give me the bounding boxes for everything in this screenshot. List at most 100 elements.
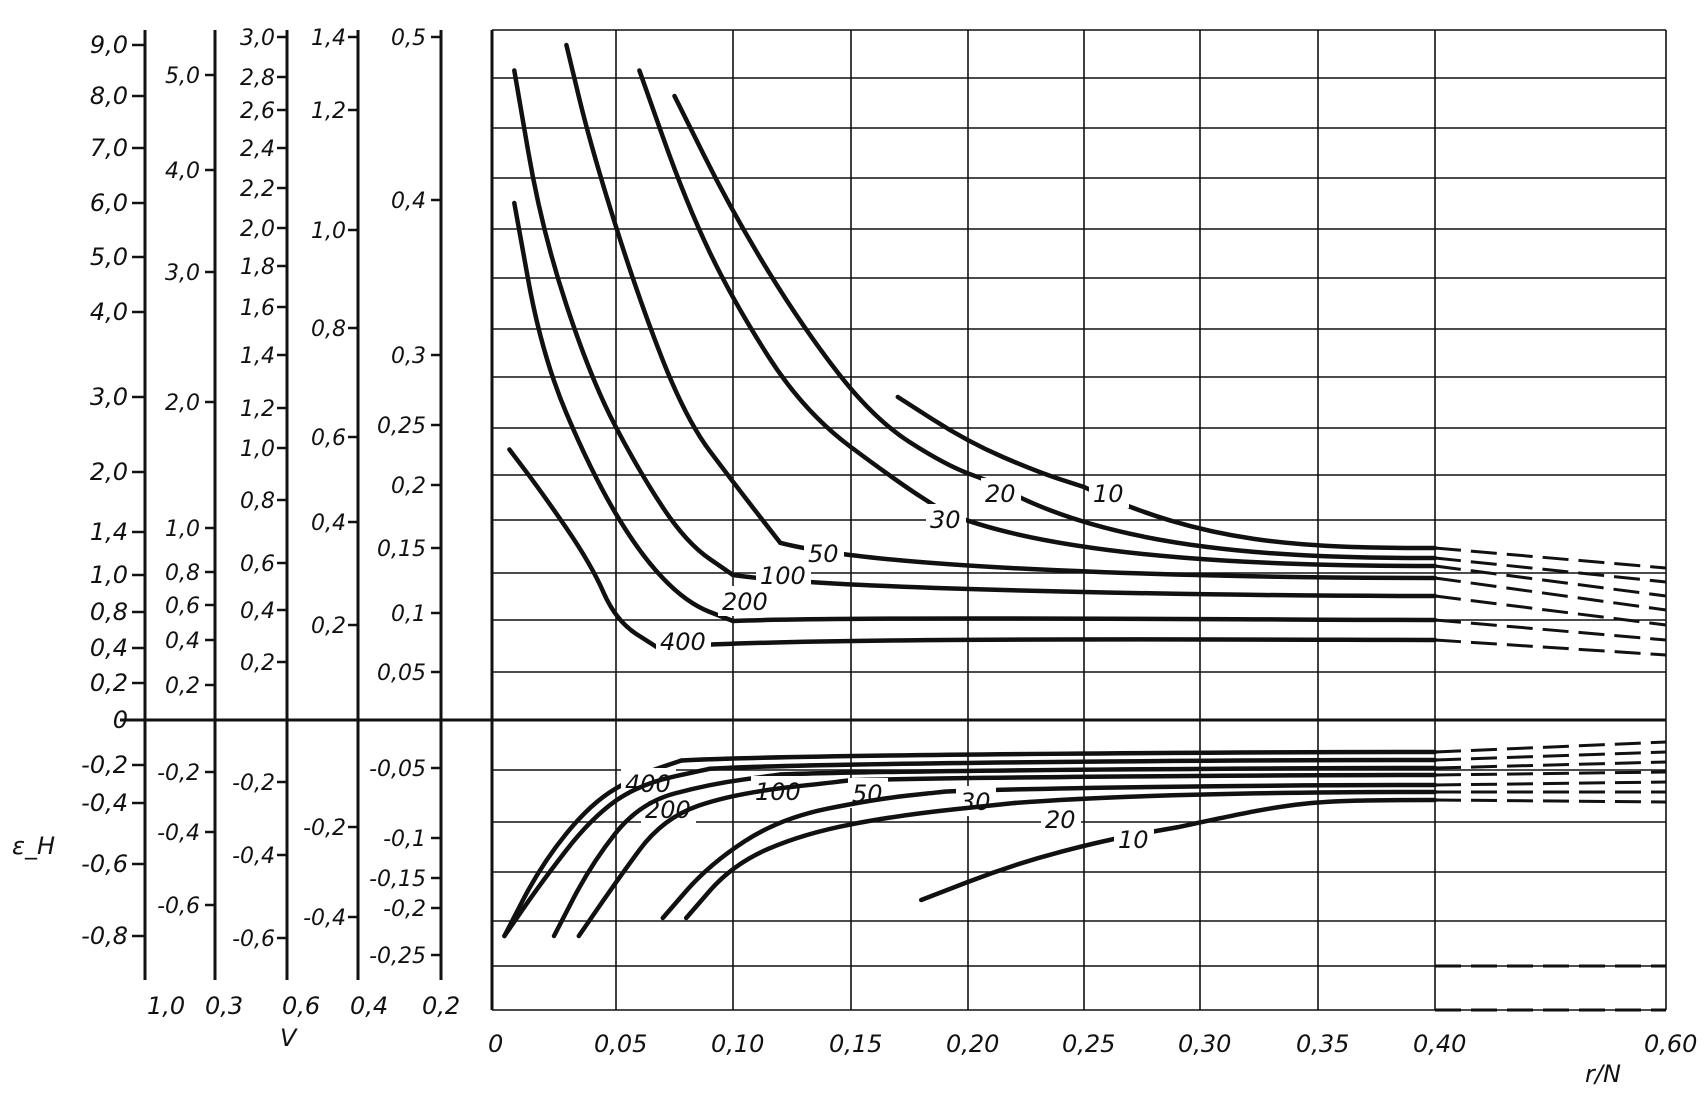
series-label-positive: 400 [660,628,706,656]
side-scale-tick-label: -0,25 [369,944,426,969]
x-tick-label: 0,30 [1178,1030,1231,1058]
y-tick-label: 5,0 [90,243,128,271]
series-label-positive: 10 [1093,480,1124,508]
side-scale-tick-label: 3,0 [240,26,275,51]
y-tick-label: 9,0 [90,31,128,59]
series-curve-positive-tail [942,509,1438,569]
y-tick-label: -0,8 [81,922,128,950]
side-scale-tick-label: 1,2 [311,99,346,124]
series-label-negative: 10 [1118,826,1149,854]
series-curve-negative [551,772,783,939]
series-curve-positive [507,447,661,651]
side-scale-tick-label: -0,2 [232,771,275,796]
side-scale-tick-label: 1,4 [311,26,346,51]
v-value-label: 0,4 [350,992,388,1020]
side-scale-tick-label: 2,4 [240,137,275,162]
side-scale-tick-label: -0,6 [157,894,200,919]
side-scale-tick-label: -0,05 [369,757,426,782]
y-tick-label: 0,8 [90,598,128,626]
y-tick-label: 6,0 [90,189,128,217]
side-scale-tick-label: 0,4 [391,189,426,214]
side-scale-tick-label: 0,4 [240,599,275,624]
series-label-negative: 20 [1045,806,1076,834]
x-tick-label: 0,15 [829,1030,882,1058]
v-value-label: 0,6 [282,992,320,1020]
y-tick-label: 1,4 [90,518,128,546]
series-extrapolation-negative [1434,798,1667,804]
x-tick-label: 0,25 [1062,1030,1115,1058]
series-curve-negative [918,825,1180,903]
side-scale-tick-label: 0,8 [165,561,200,586]
series-curve-positive [895,394,1087,490]
series-curve-negative [576,777,854,939]
curve-label-bg [956,786,996,816]
side-scale-tick-label: 0,5 [391,26,426,51]
side-scale-tick-label: 0,8 [240,489,275,514]
y-tick-label: 0 [113,706,128,734]
series-curve-negative-tail [942,782,1438,794]
side-scale-tick-label: 0,05 [377,661,426,686]
side-scale-tick-label: 1,8 [240,255,275,280]
series-curve-negative-tail [777,765,1438,777]
side-scale-tick-label: 2,2 [240,177,275,202]
y-tick-label: 4,0 [90,298,128,326]
side-scales [132,30,443,980]
series-label-negative: 100 [755,778,801,806]
y-tick-label: 2,0 [90,458,128,486]
series-curve-positive [672,93,994,485]
side-scale-tick-label: 0,4 [311,511,346,536]
series-curves [502,42,1667,1012]
curve-label-bg [718,586,773,616]
series-label-negative: 30 [960,788,991,816]
y-tick-label: -0,2 [81,751,128,779]
series-curve-negative [502,758,684,939]
y-tick-label: 0,4 [90,634,128,662]
curve-label-bg [1089,478,1129,508]
x-tick-label: 0,40 [1413,1030,1466,1058]
side-scale-tick-label: 0,8 [311,317,346,342]
series-curve-positive-tail [777,540,1438,581]
side-scale-tick-label: -0,4 [232,844,275,869]
curve-label-bg [1114,824,1154,854]
series-curve-negative [660,789,947,921]
series-extrapolation-positive [1434,564,1667,598]
series-curve-negative [502,766,712,939]
series-label-positive: 200 [722,588,768,616]
x-tick-label: 0,05 [594,1030,647,1058]
side-scale-tick-label: -0,2 [383,897,426,922]
y-tick-label: 8,0 [90,82,128,110]
series-curve-negative-tail [848,772,1438,783]
x-tick-label: 0,20 [946,1030,999,1058]
series-curve-positive [564,42,783,546]
curve-label-bg [656,626,711,656]
side-scale-tick-label: 0,3 [391,344,426,369]
side-scale-tick-label: 4,0 [165,159,200,184]
series-curve-negative-tail [707,757,1438,772]
side-scale-tick-label: 1,0 [240,437,275,462]
series-label-negative: 400 [625,770,671,798]
side-scale-tick-label: 0,4 [165,629,200,654]
side-scale-tick-label: 2,0 [165,391,200,416]
y-axis-label: ε_H [12,832,55,860]
side-scale-tick-label: 0,6 [165,594,200,619]
series-extrapolation-positive [1434,638,1667,657]
v-scale-label: V [280,1024,298,1052]
x-tick-label: 0 [488,1030,503,1058]
tick-labels: 0 0,05 0,10 0,15 0,20 0,25 0,30 0,35 0,40 0,6 0 9,0… [81,26,1697,1058]
curve-label-bg [981,478,1021,508]
series-label-positive: 30 [930,506,961,534]
x-tick-label: 0,10 [711,1030,764,1058]
y-tick-label: 3,0 [90,383,128,411]
side-scale-tick-label: 2,6 [240,99,275,124]
x-tick-label: 0,35 [1296,1030,1349,1058]
side-scale-tick-label: 2,0 [240,217,275,242]
series-curve-positive-tail [988,479,1438,561]
series-extrapolation-positive [1434,546,1667,570]
series-extrapolation-positive [1434,576,1667,612]
series-extrapolation-negative [1434,740,1667,754]
side-scale-tick-label: 0,15 [377,537,426,562]
side-scale-tick-label: -0,4 [303,906,346,931]
series-curve-positive [512,68,736,578]
side-scale-tick-label: 0,2 [311,614,346,639]
